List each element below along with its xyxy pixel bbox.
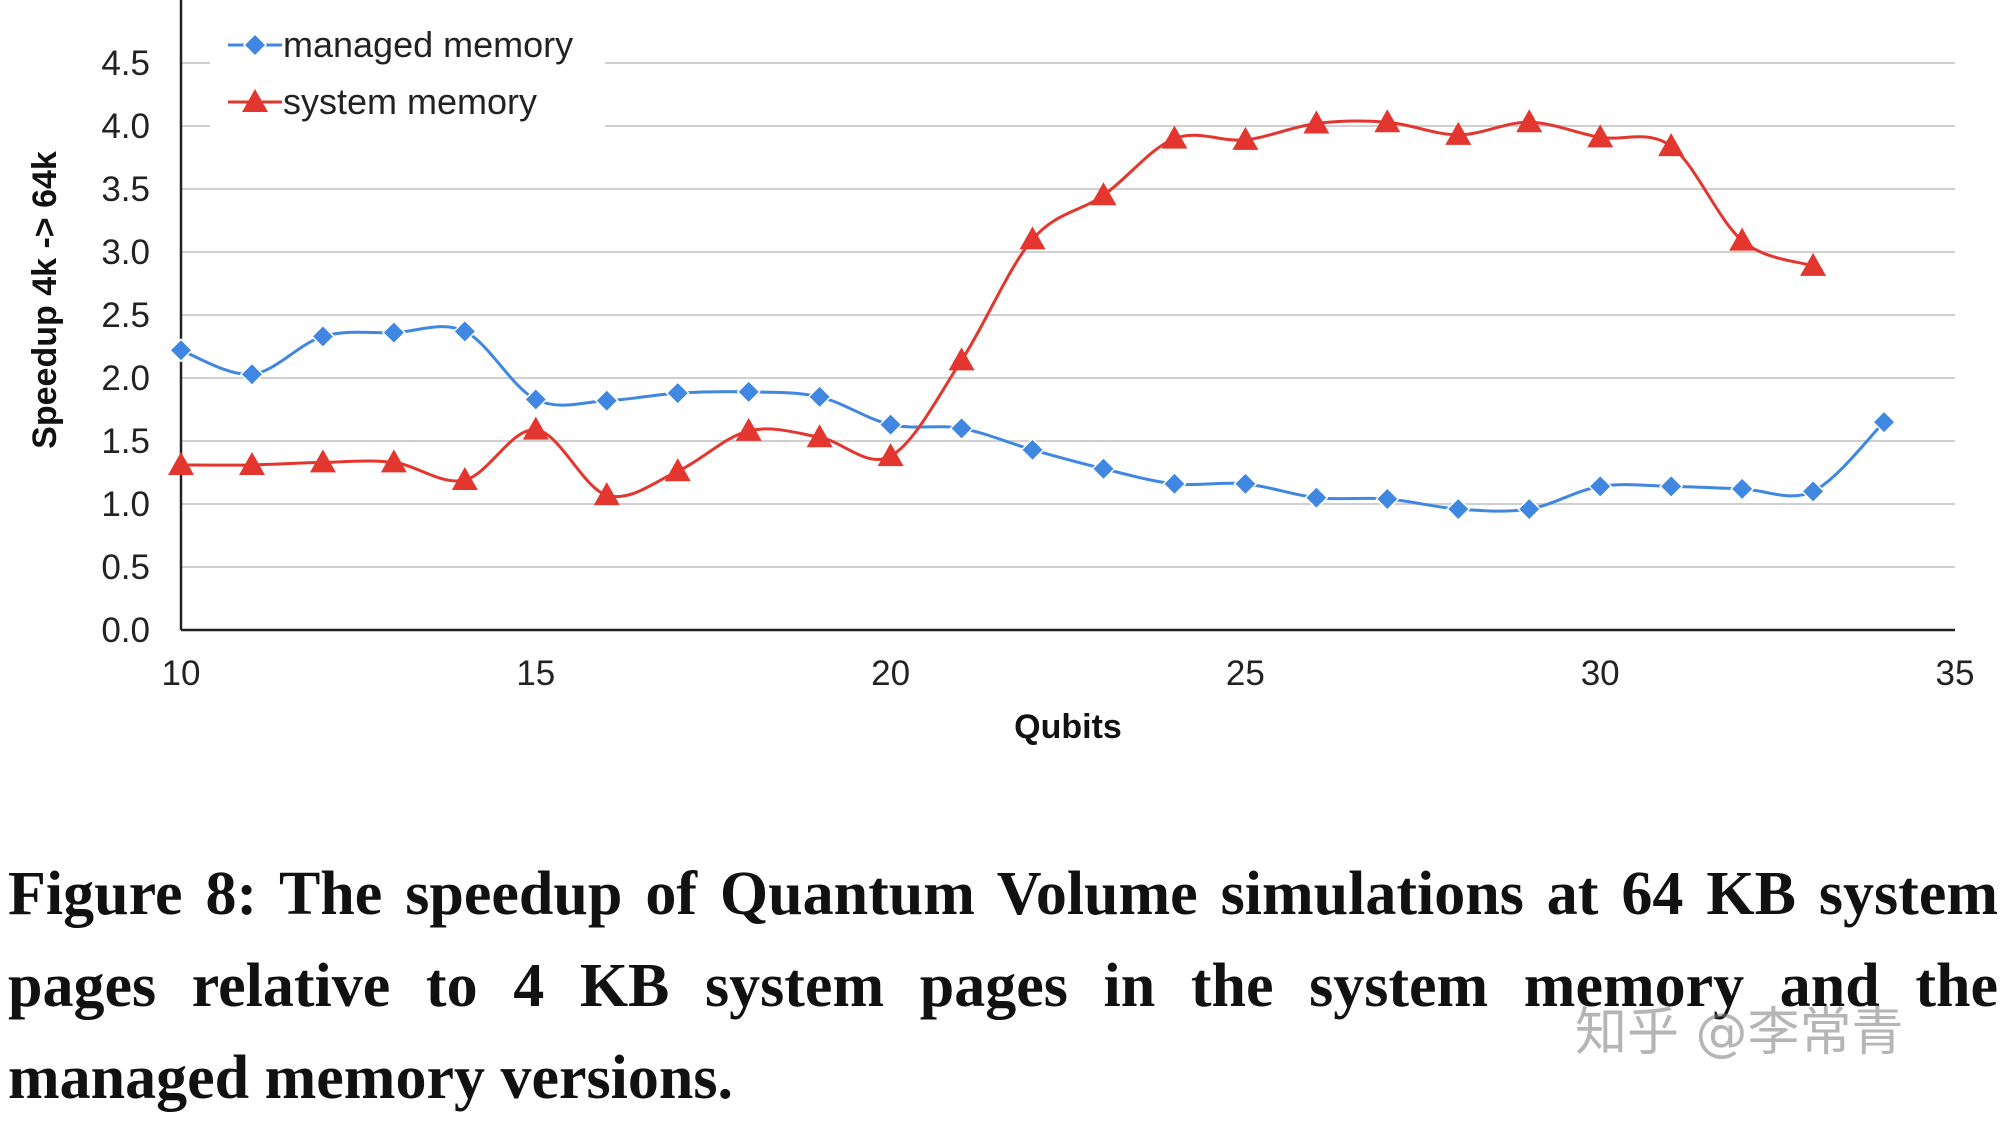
diamond-point — [807, 384, 832, 409]
legend: managed memory system memory — [210, 8, 605, 128]
diamond-point — [1020, 437, 1045, 462]
triangle-point — [1658, 133, 1685, 157]
x-tick-label: 25 — [1226, 654, 1265, 693]
diamond-point — [452, 319, 477, 344]
triangle-point — [806, 424, 833, 448]
diamond-point — [1233, 471, 1258, 496]
y-tick-label: 4.5 — [101, 44, 150, 83]
triangle-point — [309, 449, 336, 473]
triangle-point — [877, 443, 904, 467]
triangle-point — [1729, 227, 1756, 251]
diamond-point — [168, 338, 194, 363]
x-tick-label: 20 — [871, 654, 910, 693]
series-managed-memory — [168, 319, 1897, 522]
triangle-point — [1303, 110, 1330, 134]
line-chart: 0.0 0.5 1.0 1.5 2.0 2.5 3.0 3.5 4.0 4.5 10 15 20 25 3… — [26, 0, 1975, 746]
y-tick-label: 1.0 — [101, 485, 150, 524]
diamond-point — [1304, 485, 1329, 510]
triangle-point — [664, 458, 691, 482]
diamond-point — [1517, 496, 1542, 522]
x-tick-label: 10 — [162, 654, 201, 693]
triangle-point — [168, 451, 194, 475]
diamond-point — [523, 387, 548, 412]
y-tick-label: 0.5 — [101, 548, 150, 587]
diamond-point — [878, 412, 903, 437]
x-tick-labels: 10 15 20 25 30 35 — [162, 654, 1975, 693]
diamond-point — [665, 381, 690, 406]
diamond-point — [594, 388, 619, 413]
diamond-point — [1446, 496, 1471, 522]
legend-background — [210, 8, 605, 128]
legend-label: system memory — [283, 81, 537, 122]
legend-label: managed memory — [283, 24, 573, 65]
diamond-point — [1659, 474, 1684, 499]
diamond-point — [736, 379, 761, 404]
triangle-point — [593, 482, 620, 506]
y-tick-label: 2.5 — [101, 296, 150, 335]
triangle-point — [451, 467, 478, 491]
triangle-point — [1587, 124, 1614, 148]
y-tick-label: 4.0 — [101, 107, 150, 146]
axes — [179, 0, 1955, 632]
triangle-point — [1445, 121, 1472, 145]
diamond-point — [310, 324, 335, 349]
diamond-point — [1730, 476, 1755, 501]
series-line — [180, 325, 1886, 513]
diamond-point — [1162, 471, 1187, 496]
figure-caption: Figure 8: The speedup of Quantum Volume … — [8, 860, 1998, 1112]
diamond-point — [381, 320, 406, 345]
x-tick-label: 35 — [1936, 654, 1975, 693]
diamond-point — [1375, 486, 1400, 512]
triangle-point — [1090, 182, 1117, 206]
triangle-point — [238, 451, 265, 475]
legend-marker — [242, 89, 268, 112]
y-tick-label: 3.5 — [101, 170, 150, 209]
x-axis-title: Qubits — [1014, 708, 1122, 746]
x-tick-label: 15 — [516, 654, 555, 693]
triangle-point — [1161, 125, 1188, 149]
diamond-point — [1871, 410, 1897, 435]
y-axis-title: Speedup 4k -> 64k — [26, 151, 64, 449]
y-tick-label: 0.0 — [101, 611, 150, 650]
series-system-memory — [168, 109, 1827, 506]
triangle-point — [735, 417, 762, 441]
y-tick-label: 3.0 — [101, 233, 150, 272]
y-tick-label: 1.5 — [101, 422, 150, 461]
triangle-point — [1800, 252, 1827, 276]
diamond-point — [949, 416, 974, 441]
series-layer — [168, 109, 1897, 522]
y-tick-labels: 0.0 0.5 1.0 1.5 2.0 2.5 3.0 3.5 4.0 4.5 — [101, 44, 150, 650]
triangle-point — [522, 416, 549, 440]
triangle-point — [380, 449, 407, 473]
gridlines — [181, 62, 1955, 568]
diamond-point — [1588, 474, 1613, 499]
diamond-point — [1801, 479, 1826, 504]
y-tick-label: 2.0 — [101, 359, 150, 398]
triangle-point — [1019, 226, 1046, 250]
triangle-point — [948, 347, 975, 371]
legend-marker — [242, 32, 268, 58]
triangle-point — [1516, 109, 1543, 133]
diamond-point — [239, 362, 265, 387]
diamond-point — [1091, 456, 1116, 481]
watermark: 知乎 @李常青 — [1575, 1003, 1904, 1063]
triangle-point — [1232, 126, 1259, 150]
triangle-point — [1374, 109, 1401, 133]
x-tick-label: 30 — [1581, 654, 1620, 693]
